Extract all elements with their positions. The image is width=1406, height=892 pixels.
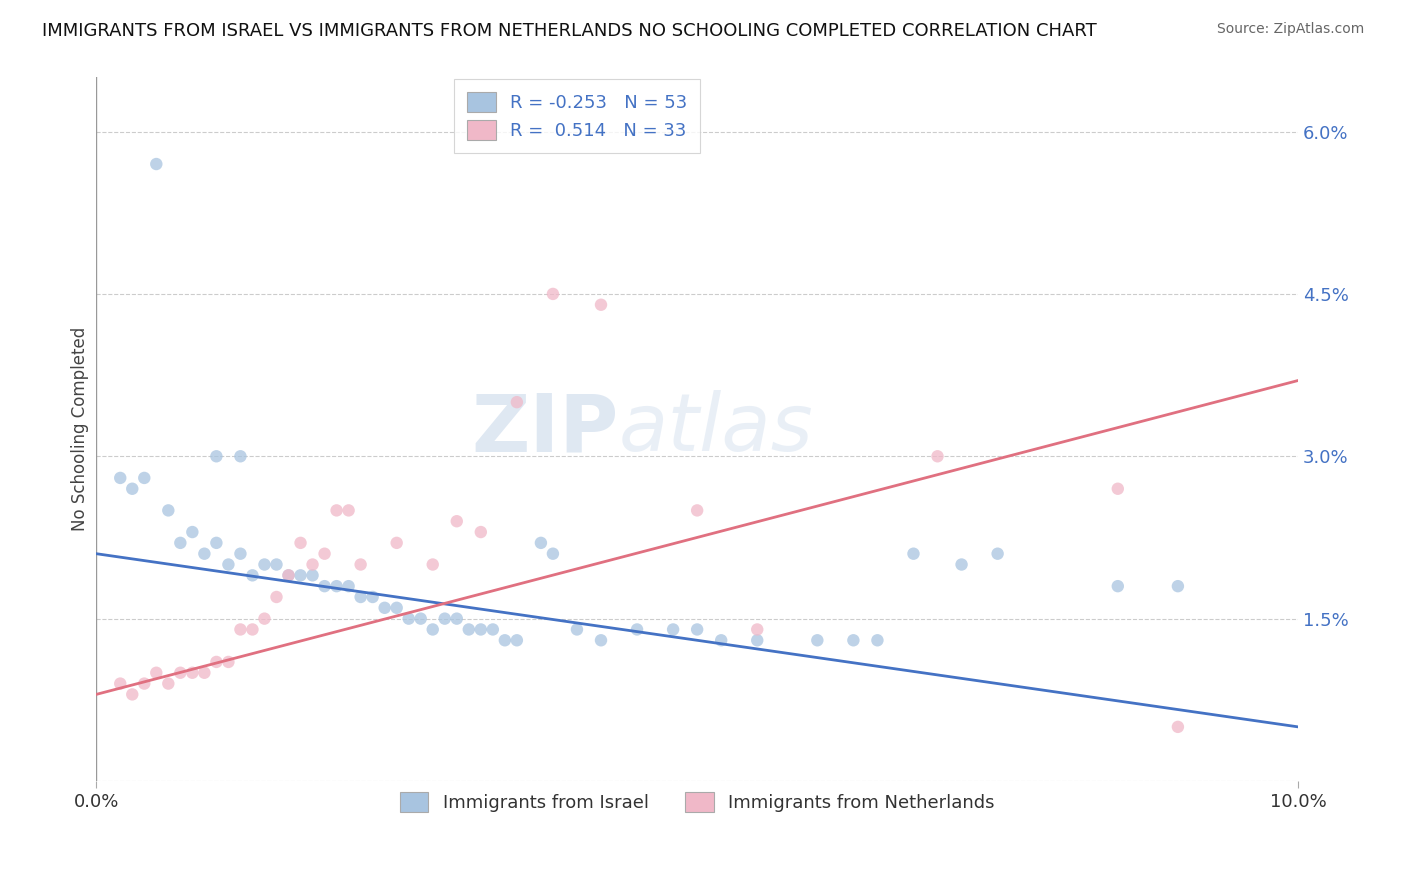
Text: IMMIGRANTS FROM ISRAEL VS IMMIGRANTS FROM NETHERLANDS NO SCHOOLING COMPLETED COR: IMMIGRANTS FROM ISRAEL VS IMMIGRANTS FRO… [42,22,1097,40]
Point [398,612,420,626]
Point [662,623,685,637]
Point [157,676,180,690]
Point [301,558,323,572]
Point [229,547,252,561]
Point [541,547,564,561]
Point [205,536,228,550]
Point [290,536,312,550]
Point [1167,579,1189,593]
Point [181,665,204,680]
Point [747,623,769,637]
Point [541,287,564,301]
Point [314,579,336,593]
Point [1107,579,1129,593]
Point [181,524,204,539]
Point [217,655,239,669]
Point [242,623,264,637]
Point [145,665,167,680]
Point [110,676,132,690]
Point [337,579,360,593]
Point [193,665,215,680]
Point [301,568,323,582]
Point [409,612,432,626]
Point [290,568,312,582]
Point [325,579,347,593]
Point [253,558,276,572]
Point [253,612,276,626]
Point [134,676,156,690]
Point [987,547,1010,561]
Point [205,450,228,464]
Point [842,633,865,648]
Point [385,536,408,550]
Point [457,623,479,637]
Point [110,471,132,485]
Point [121,482,143,496]
Point [494,633,516,648]
Point [626,623,648,637]
Point [374,600,396,615]
Point [229,450,252,464]
Point [470,524,492,539]
Text: atlas: atlas [619,390,814,468]
Point [446,514,468,528]
Point [482,623,505,637]
Point [205,655,228,669]
Point [470,623,492,637]
Text: Source: ZipAtlas.com: Source: ZipAtlas.com [1216,22,1364,37]
Text: ZIP: ZIP [472,390,619,468]
Point [1107,482,1129,496]
Point [193,547,215,561]
Point [506,395,529,409]
Point [589,633,612,648]
Point [266,558,288,572]
Point [121,687,143,701]
Point [686,623,709,637]
Point [169,536,191,550]
Point [242,568,264,582]
Point [314,547,336,561]
Point [506,633,529,648]
Point [169,665,191,680]
Legend: Immigrants from Israel, Immigrants from Netherlands: Immigrants from Israel, Immigrants from … [387,780,1008,825]
Point [266,590,288,604]
Point [446,612,468,626]
Point [1167,720,1189,734]
Point [710,633,733,648]
Point [903,547,925,561]
Point [686,503,709,517]
Point [217,558,239,572]
Point [229,623,252,637]
Point [866,633,889,648]
Point [361,590,384,604]
Point [806,633,828,648]
Point [157,503,180,517]
Point [349,558,371,572]
Point [433,612,456,626]
Point [277,568,299,582]
Point [422,623,444,637]
Point [530,536,553,550]
Point [589,298,612,312]
Point [747,633,769,648]
Point [277,568,299,582]
Y-axis label: No Schooling Completed: No Schooling Completed [72,327,89,532]
Point [337,503,360,517]
Point [134,471,156,485]
Point [385,600,408,615]
Point [422,558,444,572]
Point [950,558,973,572]
Point [349,590,371,604]
Point [565,623,588,637]
Point [325,503,347,517]
Point [927,450,949,464]
Point [145,157,167,171]
